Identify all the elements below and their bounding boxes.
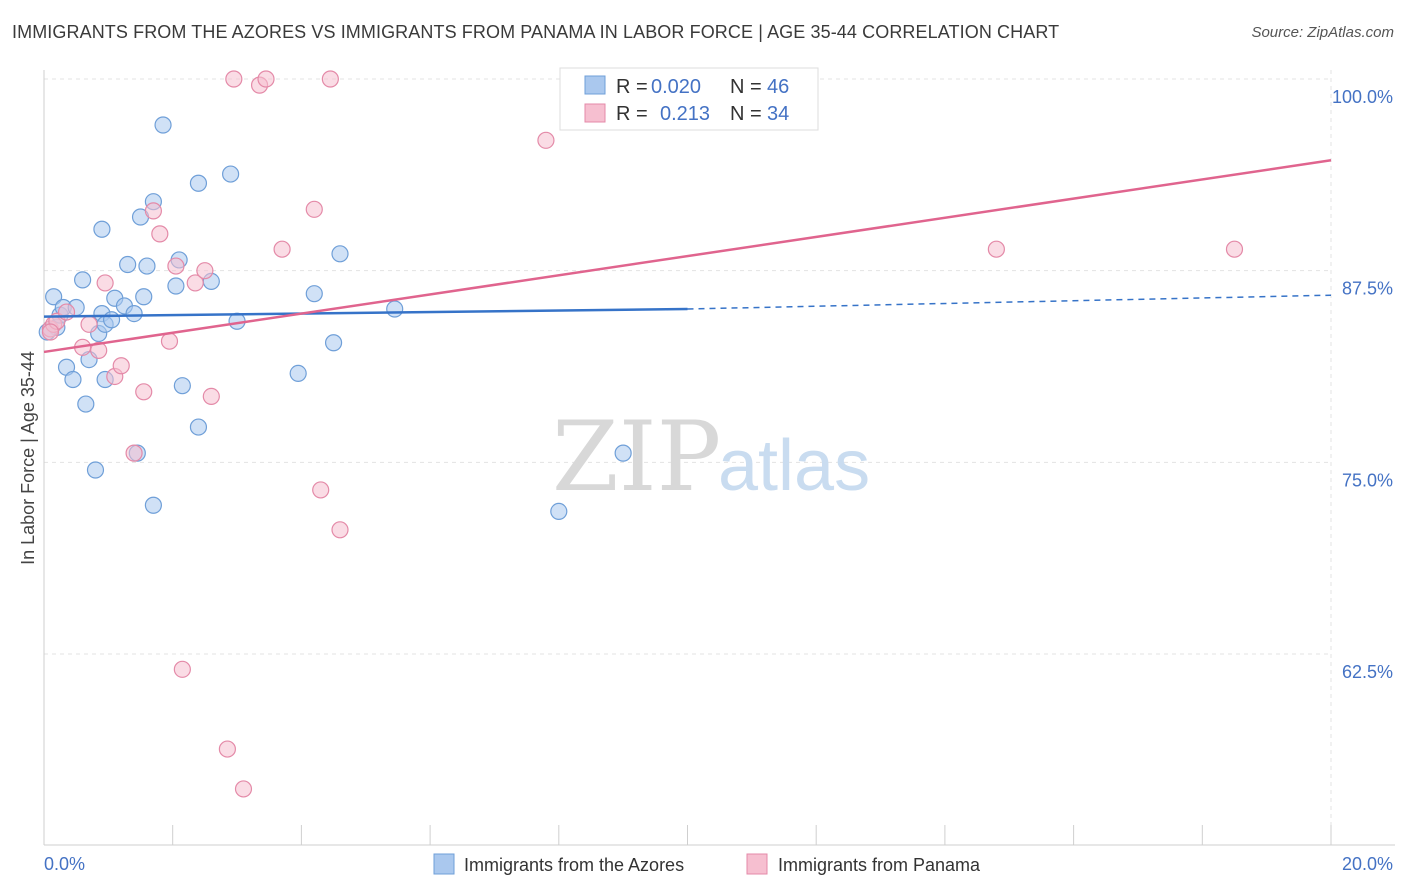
y-tick-labels: 62.5% 75.0% 87.5% 100.0% [1332, 87, 1393, 682]
stats-legend-n-label-panama: N = [730, 103, 762, 125]
panama-point-13 [151, 225, 169, 243]
panama-point-7 [96, 274, 114, 292]
azores-point-42 [550, 502, 568, 520]
stats-legend-n-value-panama: 34 [767, 103, 789, 125]
azores-point-17 [102, 311, 121, 329]
axes [43, 70, 1395, 846]
y-tick-label-1: 75.0% [1342, 470, 1393, 490]
chart-title: IMMIGRANTS FROM THE AZORES VS IMMIGRANTS… [12, 22, 1060, 42]
panama-point-5 [80, 315, 98, 333]
panama-point-15 [167, 257, 185, 275]
panama-point-24 [257, 70, 275, 88]
panama-point-27 [312, 481, 330, 499]
y-tick-label-2: 87.5% [1342, 279, 1393, 299]
series-panama-points [41, 70, 1244, 798]
azores-point-25 [138, 257, 156, 275]
panama-point-29 [331, 521, 349, 539]
stats-legend-n-label-azores: N = [730, 76, 762, 98]
azores-point-32 [189, 418, 208, 436]
azores-point-8 [74, 271, 92, 289]
watermark-atlas: atlas [718, 426, 870, 506]
bottom-legend-label-azores: Immigrants from the Azores [464, 855, 684, 875]
panama-point-19 [202, 387, 220, 405]
panama-point-22 [234, 780, 253, 798]
azores-point-9 [77, 395, 95, 413]
panama-point-31 [987, 240, 1005, 258]
panama-point-21 [225, 70, 243, 88]
bottom-legend-swatch-panama [746, 853, 768, 875]
source-credit: Source: ZipAtlas.com [1251, 24, 1394, 41]
azores-point-41 [386, 300, 404, 318]
stats-legend-r-label-azores: R = [616, 76, 648, 98]
azores-point-39 [324, 334, 343, 352]
panama-point-9 [112, 357, 130, 375]
azores-point-37 [289, 364, 307, 382]
stats-legend-r-label-panama: R = [616, 103, 648, 125]
stats-legend-swatch-panama [584, 103, 606, 123]
x-tick-label-min: 0.0% [44, 854, 85, 874]
azores-point-6 [64, 370, 82, 389]
bottom-legend-swatch-azores [433, 853, 455, 875]
azores-point-38 [305, 285, 323, 303]
panama-point-25 [273, 240, 291, 258]
azores-trend-line-extension [687, 294, 1332, 310]
panama-point-28 [321, 70, 339, 88]
stats-legend-swatch-azores [584, 75, 606, 95]
panama-point-14 [160, 332, 179, 350]
azores-point-20 [119, 255, 137, 274]
azores-point-31 [173, 377, 191, 395]
panama-point-18 [196, 262, 214, 280]
azores-point-43 [614, 444, 632, 462]
stats-legend: R = 0.020 N = 46 R = 0.213 N = 34 [559, 67, 819, 131]
panama-point-12 [144, 202, 162, 220]
panama-point-6 [90, 341, 108, 359]
stats-legend-r-value-panama: 0.213 [660, 103, 710, 125]
azores-point-24 [135, 288, 153, 306]
y-tick-label-0: 62.5% [1342, 662, 1393, 682]
panama-point-33 [41, 323, 60, 341]
bottom-legend: Immigrants from the Azores Immigrants fr… [433, 853, 981, 875]
panama-trend-line [43, 159, 1332, 354]
bottom-legend-label-panama: Immigrants from Panama [778, 855, 981, 875]
panama-point-20 [218, 740, 236, 758]
azores-point-40 [331, 245, 349, 263]
stats-legend-n-value-azores: 46 [767, 76, 789, 98]
azores-point-33 [189, 174, 208, 192]
y-tick-label-3: 100.0% [1332, 87, 1393, 107]
panama-point-30 [537, 131, 555, 149]
watermark: ZIP atlas [552, 401, 870, 513]
azores-point-15 [93, 220, 111, 238]
panama-point-11 [135, 383, 153, 401]
x-ticks [172, 825, 1332, 845]
panama-point-26 [305, 200, 323, 218]
y-axis-label: In Labor Force | Age 35-44 [18, 351, 38, 565]
trend-lines [43, 159, 1332, 354]
azores-point-21 [125, 305, 143, 323]
azores-trend-line [43, 307, 688, 318]
x-tick-label-max: 20.0% [1342, 854, 1393, 874]
stats-legend-r-value-azores: 0.020 [651, 76, 701, 98]
azores-point-1 [45, 288, 63, 306]
panama-point-32 [1225, 240, 1244, 258]
panama-point-10 [125, 444, 143, 462]
azores-point-29 [167, 277, 185, 295]
azores-point-35 [222, 165, 240, 183]
azores-point-26 [144, 496, 162, 514]
panama-point-17 [186, 274, 204, 292]
watermark-zip: ZIP [552, 401, 721, 513]
panama-point-16 [173, 660, 191, 678]
azores-point-28 [154, 116, 172, 134]
azores-point-11 [86, 461, 105, 479]
